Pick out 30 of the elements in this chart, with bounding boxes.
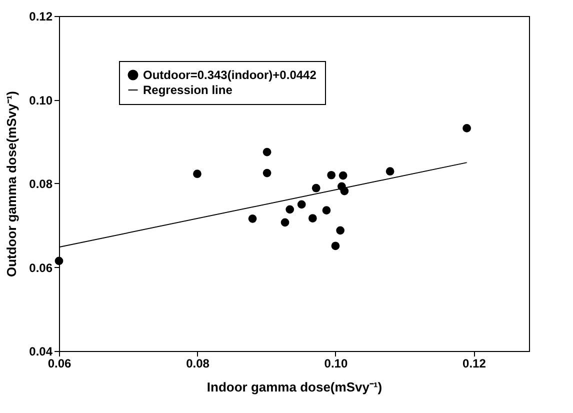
y-tick-label: 0.10: [29, 93, 53, 108]
legend-label: Regression line: [143, 83, 233, 97]
x-tick-label: 0.12: [462, 356, 486, 370]
point: [338, 171, 348, 180]
point: [54, 256, 64, 266]
y-axis-title: Outdoor gamma dose(mSvy⁻¹): [4, 90, 20, 278]
point: [308, 214, 317, 222]
point: [248, 214, 257, 223]
y-tick-label: 0.08: [29, 177, 53, 191]
point: [386, 167, 394, 176]
y-tick-label: 0.12: [29, 10, 53, 24]
x-tick-label: 0.10: [324, 356, 348, 370]
point: [322, 206, 331, 214]
point: [193, 170, 202, 178]
point: [262, 168, 272, 178]
y-tick-label: 0.04: [29, 344, 53, 358]
x-tick-label: 0.06: [48, 356, 72, 370]
y-tick-label: 0.06: [29, 260, 53, 275]
point: [312, 184, 320, 192]
x-axis-title: Indoor gamma dose(mSvy⁻¹): [206, 380, 382, 394]
point: [462, 124, 471, 132]
point: [280, 218, 290, 227]
point: [331, 242, 340, 250]
point: [297, 200, 306, 209]
legend-label: Outdoor=0.343(indoor)+0.0442: [143, 68, 317, 82]
point: [327, 170, 336, 180]
point: [336, 226, 344, 235]
point: [286, 205, 294, 214]
x-tick-label: 0.08: [186, 356, 210, 370]
point: [262, 148, 272, 156]
